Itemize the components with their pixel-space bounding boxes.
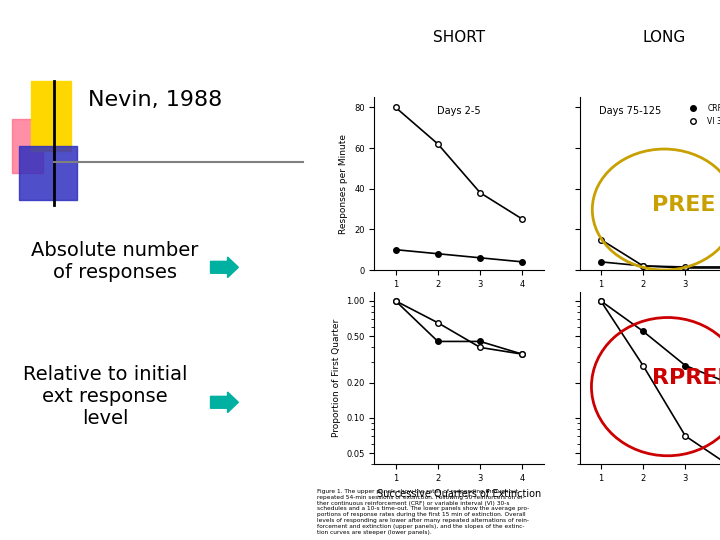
Text: LONG: LONG (642, 30, 686, 45)
Y-axis label: Responses per Minute: Responses per Minute (340, 133, 348, 234)
Text: Figure 1. The upper panels show the rates of responding throughout
repeated 54-m: Figure 1. The upper panels show the rate… (317, 489, 529, 535)
Bar (12, 119, 43, 173)
Bar (31, 81, 71, 151)
Text: Nevin, 1988: Nevin, 1988 (88, 90, 222, 110)
Text: RPREE: RPREE (652, 368, 720, 388)
Text: SHORT: SHORT (433, 30, 485, 45)
Bar (19, 146, 78, 200)
FancyArrow shape (210, 392, 238, 413)
Legend: CRF, VI 30 sec: CRF, VI 30 sec (683, 101, 720, 129)
Text: PREE: PREE (652, 195, 715, 215)
Text: Days 2-5: Days 2-5 (437, 106, 481, 116)
Y-axis label: Proportion of First Quarter: Proportion of First Quarter (332, 319, 341, 437)
Text: Absolute number
of responses: Absolute number of responses (31, 241, 198, 282)
X-axis label: Successive Quarters of Extinction: Successive Quarters of Extinction (377, 489, 541, 498)
FancyArrow shape (210, 257, 238, 278)
Text: Relative to initial
ext response
level: Relative to initial ext response level (23, 366, 187, 428)
Text: Days 75-125: Days 75-125 (599, 106, 662, 116)
